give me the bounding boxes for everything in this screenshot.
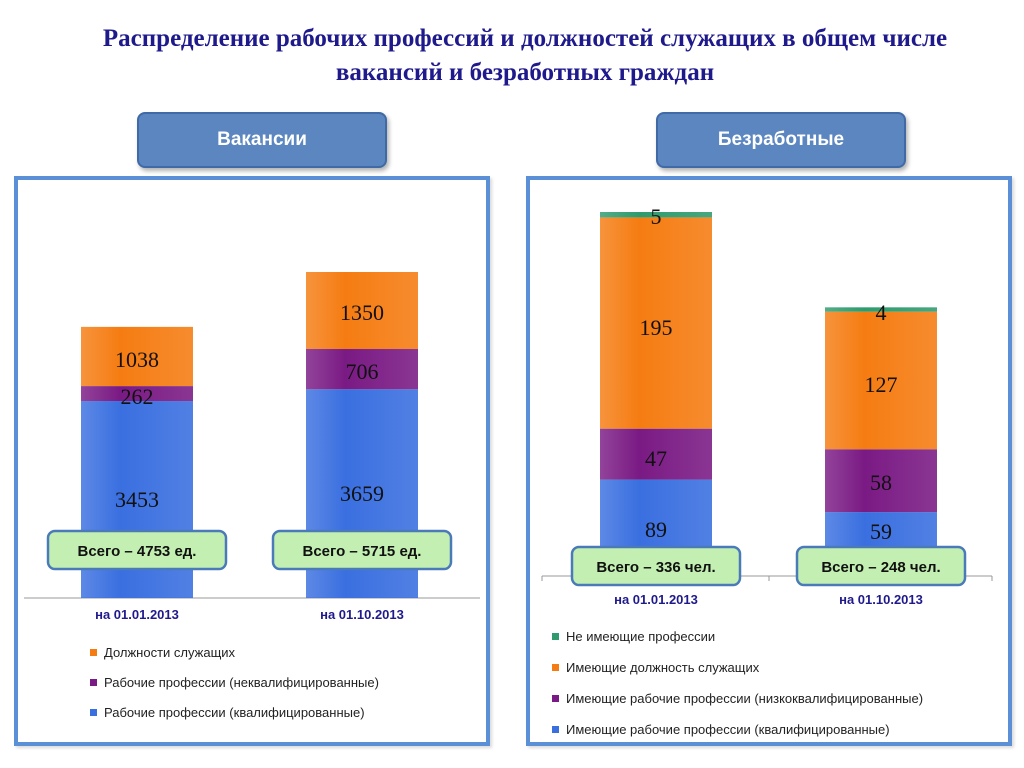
legend-item-имеющие-рабочие-профессии-низкоквалифицированные: Имеющие рабочие профессии (низкоквалифиц… [552, 690, 923, 721]
bar-должности-служащих-1 [81, 326, 193, 387]
total-box-2 [795, 545, 967, 587]
data-label-рабочие-профессии-квалифицированные-2: 3659 [340, 481, 384, 506]
data-label-имеющие-рабочие-профессии-квалифицированные-1: 89 [645, 517, 667, 542]
legend-swatch [552, 726, 559, 733]
total-label-2: Всего – 248 чел. [821, 559, 940, 576]
category-label-2: на 01.10.2013 [320, 607, 404, 622]
legend-label: Имеющие рабочие профессии (низкоквалифиц… [566, 691, 924, 706]
legend-label: Имеющие должность служащих [566, 660, 760, 675]
total-box-1 [570, 545, 742, 587]
legend-item-имеющие-должность-служащих: Имеющие должность служащих [552, 659, 923, 690]
bar-имеющие-рабочие-профессии-низкоквалифицированные-1 [600, 428, 712, 480]
vacancies-chart-panel: 3453 262 1038 на 01.01.2013 Всего – 4753 ед.… [14, 176, 490, 746]
legend-label: Рабочие профессии (квалифицированные) [104, 705, 365, 720]
bar-не-имеющие-профессии-2 [825, 307, 937, 312]
data-label-имеющие-должность-служащих-1: 195 [640, 315, 673, 340]
data-label-рабочие-профессии-неквалифицированные-2: 706 [346, 359, 379, 384]
total-label-2: Всего – 5715 ед. [303, 543, 422, 560]
legend-item-имеющие-рабочие-профессии-квалифицированные: Имеющие рабочие профессии (квалифицирова… [552, 721, 923, 752]
category-label-1: на 01.01.2013 [95, 607, 179, 622]
total-label-1: Всего – 4753 ед. [78, 543, 197, 560]
data-label-имеющие-рабочие-профессии-низкоквалифицированные-2: 58 [870, 470, 892, 495]
legend-swatch [552, 695, 559, 702]
total-box-2 [271, 529, 453, 571]
total-label-1: Всего – 336 чел. [596, 559, 715, 576]
legend-swatch [90, 709, 97, 716]
unemployed-chart-panel: 89 47 195 5 на 01.01.2013 Всего – 336 чел. 59 5… [526, 176, 1012, 746]
tab-vacancies: Вакансии [137, 112, 387, 168]
data-label-должности-служащих-2: 1350 [340, 300, 384, 325]
legend-label: Не имеющие профессии [566, 629, 716, 644]
legend-swatch [90, 649, 97, 656]
bar-рабочие-профессии-неквалифицированные-2 [306, 349, 418, 390]
category-label-2: на 01.10.2013 [839, 592, 923, 607]
data-label-рабочие-профессии-неквалифицированные-1: 262 [121, 384, 154, 409]
data-label-не-имеющие-профессии-2: 4 [876, 300, 887, 325]
legend-label: Имеющие рабочие профессии (квалифицирова… [566, 722, 890, 737]
data-label-имеющие-рабочие-профессии-квалифицированные-2: 59 [870, 519, 892, 544]
legend-label: Должности служащих [104, 645, 236, 660]
vacancies-legend: Должности служащих Рабочие профессии (нек… [90, 644, 379, 734]
data-label-имеющие-рабочие-профессии-низкоквалифицированные-1: 47 [645, 446, 667, 471]
unemployed-legend: Не имеющие профессии Имеющие должность сл… [552, 628, 923, 752]
legend-swatch [552, 633, 559, 640]
unemployed-chart: 89 47 195 5 на 01.01.2013 Всего – 336 чел. 59 5… [541, 204, 993, 607]
bar-имеющие-рабочие-профессии-низкоквалифицированные-2 [825, 449, 937, 513]
bar-рабочие-профессии-неквалифицированные-1 [81, 386, 193, 402]
data-label-должности-служащих-1: 1038 [115, 347, 159, 372]
page-title: Распределение рабочих профессий и должно… [102, 25, 948, 86]
legend-item-рабочие-профессии-квалифицированные: Рабочие профессии (квалифицированные) [90, 704, 379, 734]
bar-имеющие-должность-служащих-1 [600, 217, 712, 429]
data-label-не-имеющие-профессии-1: 5 [651, 204, 662, 229]
bar-имеющие-должность-служащих-2 [825, 311, 937, 450]
category-label-1: на 01.01.2013 [614, 592, 698, 607]
vacancies-chart: 3453 262 1038 на 01.01.2013 Всего – 4753 ед.… [24, 272, 480, 622]
legend-item-не-имеющие-профессии: Не имеющие профессии [552, 628, 923, 659]
bar-не-имеющие-профессии-1 [600, 212, 712, 218]
data-label-рабочие-профессии-квалифицированные-1: 3453 [115, 487, 159, 512]
tab-unemployed: Безработные [656, 112, 906, 168]
legend-label: Рабочие профессии (неквалифицированные) [104, 675, 379, 690]
legend-swatch [552, 664, 559, 671]
legend-item-должности-служащих: Должности служащих [90, 644, 379, 674]
total-box-1 [46, 529, 228, 571]
data-label-имеющие-должность-служащих-2: 127 [865, 372, 898, 397]
legend-swatch [90, 679, 97, 686]
bar-должности-служащих-2 [306, 272, 418, 350]
legend-item-рабочие-профессии-неквалифицированные: Рабочие профессии (неквалифицированные) [90, 674, 379, 704]
